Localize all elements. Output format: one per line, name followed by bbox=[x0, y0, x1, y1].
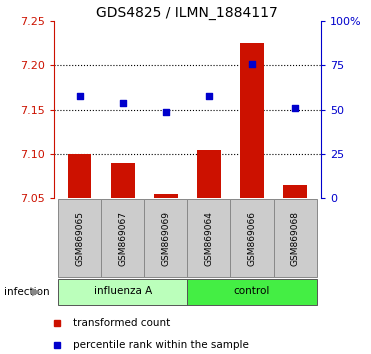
FancyBboxPatch shape bbox=[101, 199, 144, 277]
Text: control: control bbox=[234, 286, 270, 297]
Point bbox=[77, 93, 83, 99]
Title: GDS4825 / ILMN_1884117: GDS4825 / ILMN_1884117 bbox=[96, 6, 278, 20]
Point bbox=[163, 109, 169, 114]
Bar bbox=[111, 163, 135, 198]
Point bbox=[292, 105, 298, 111]
Text: GSM869064: GSM869064 bbox=[204, 211, 213, 266]
Text: GSM869069: GSM869069 bbox=[161, 211, 170, 266]
Text: transformed count: transformed count bbox=[73, 318, 170, 328]
Text: GSM869067: GSM869067 bbox=[118, 211, 127, 266]
Text: percentile rank within the sample: percentile rank within the sample bbox=[73, 340, 249, 350]
Point bbox=[120, 100, 126, 105]
Point bbox=[206, 93, 212, 99]
Text: ▶: ▶ bbox=[32, 287, 40, 297]
Text: GSM869068: GSM869068 bbox=[290, 211, 299, 266]
FancyBboxPatch shape bbox=[58, 199, 101, 277]
FancyBboxPatch shape bbox=[273, 199, 316, 277]
Text: GSM869066: GSM869066 bbox=[247, 211, 256, 266]
Bar bbox=[154, 194, 178, 198]
FancyBboxPatch shape bbox=[144, 199, 187, 277]
FancyBboxPatch shape bbox=[58, 279, 187, 305]
Text: infection: infection bbox=[4, 287, 49, 297]
Point bbox=[249, 61, 255, 67]
Bar bbox=[68, 154, 92, 198]
Bar bbox=[197, 149, 221, 198]
FancyBboxPatch shape bbox=[230, 199, 273, 277]
Text: GSM869065: GSM869065 bbox=[75, 211, 84, 266]
Bar bbox=[283, 185, 307, 198]
FancyBboxPatch shape bbox=[187, 199, 230, 277]
FancyBboxPatch shape bbox=[187, 279, 316, 305]
Bar bbox=[240, 43, 264, 198]
Text: influenza A: influenza A bbox=[93, 286, 152, 297]
